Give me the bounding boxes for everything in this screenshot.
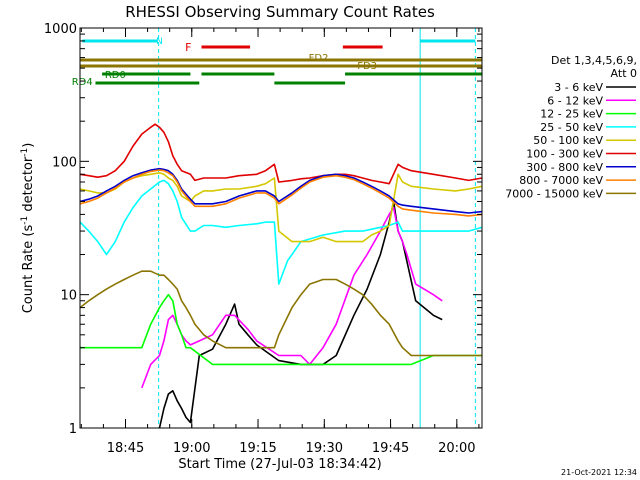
series-line-2 [80,293,482,366]
state-label-n: N [156,37,163,47]
y-axis-label-sup1: -1 [20,216,30,225]
x-tick-label-4: 19:45 [372,441,409,456]
series-line-3 [79,179,483,285]
legend-label-5: 100 - 300 keV [526,148,603,161]
legend-label-0: 3 - 6 keV [554,81,603,94]
series-line-5 [79,123,483,185]
legend-label-8: 7000 - 15000 keV [505,187,603,200]
legend-label-3: 25 - 50 keV [540,121,603,134]
y-tick-label-3: 1000 [44,22,77,37]
legend-label-4: 50 - 100 keV [533,134,603,147]
series-line-4 [79,172,483,243]
state-label-fd3: FD3 [357,61,377,72]
legend-label-6: 300 - 800 keV [526,161,603,174]
x-axis-label: Start Time (27-Jul-03 18:34:42) [178,457,381,472]
y-axis-label-end: ) [21,143,36,148]
state-label-f: F [185,41,191,54]
series-line-1 [141,206,443,389]
y-tick-label-0: 1 [69,422,77,437]
y-axis-label: Count Rate (s-1 detector-1) [20,143,36,314]
legend-label-1: 6 - 12 keV [547,94,603,107]
legend-label-2: 12 - 25 keV [540,108,603,121]
timestamp: 21-Oct-2021 12:34 [561,468,637,477]
series-line-7 [79,169,483,217]
series-line-0 [158,200,443,429]
x-tick-label-5: 20:00 [438,441,475,456]
legend-subtitle: Att 0 [611,67,637,80]
x-tick-label-3: 19:30 [306,441,343,456]
state-label-rd4: RD4 [72,77,93,88]
series-line-8 [79,270,482,357]
y-axis-label-main: Count Rate (s [21,225,36,314]
y-axis-label-mid: detector [21,156,36,216]
y-tick-label-1: 10 [60,289,77,304]
y-tick-label-2: 100 [52,155,77,170]
legend-label-7: 800 - 7000 keV [519,174,603,187]
series-line-6 [79,167,483,214]
state-label-fd2: FD2 [309,53,329,64]
y-axis-label-sup2: -1 [20,148,30,157]
state-label-rd0: RD0 [105,70,126,81]
x-tick-label-2: 19:15 [239,441,276,456]
x-tick-label-1: 19:00 [173,441,210,456]
plot-area: N F FD2 FD3 RD0 RD4 [72,28,483,429]
legend-title: Det 1,3,4,5,6,9, [551,54,637,67]
x-tick-label-0: 18:45 [107,441,144,456]
plot-frame [79,27,483,429]
chart-title: RHESSI Observing Summary Count Rates [125,3,435,21]
